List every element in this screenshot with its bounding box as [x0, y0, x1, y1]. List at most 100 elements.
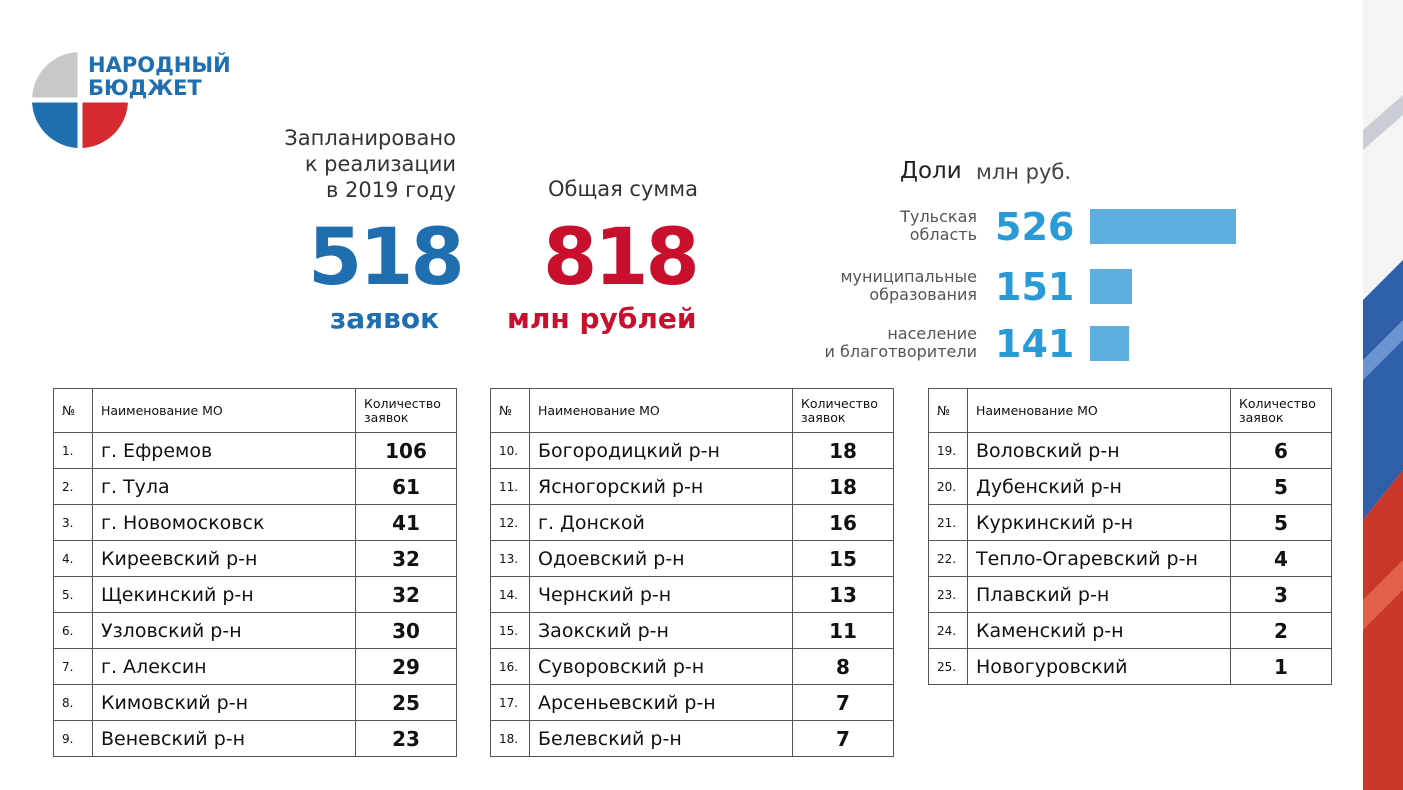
row: 20. Дубенский р-н 5 — [928, 468, 1332, 505]
cell: Одоевский р-н — [529, 540, 793, 577]
header-cell: Количество заявок — [355, 388, 457, 433]
cell: Киреевский р-н — [92, 540, 356, 577]
cell: 16 — [792, 504, 894, 541]
row: 16. Суворовский р-н 8 — [490, 648, 894, 685]
flag-decor — [1363, 0, 1403, 790]
cell: 5 — [1230, 468, 1332, 505]
header-cell: № — [928, 388, 968, 433]
cell: 15 — [792, 540, 894, 577]
cell: 61 — [355, 468, 457, 505]
header-row: № Наименование МО Количество заявок — [53, 388, 457, 433]
cell: 11 — [792, 612, 894, 649]
header-cell: Количество заявок — [792, 388, 894, 433]
planned-unit: заявок — [330, 302, 440, 335]
cell: 21. — [928, 504, 968, 541]
cell: Суворовский р-н — [529, 648, 793, 685]
row: 3. г. Новомосковск 41 — [53, 504, 457, 541]
cell: 13 — [792, 576, 894, 613]
cell: Заокский р-н — [529, 612, 793, 649]
cell: 2 — [1230, 612, 1332, 649]
header-row: № Наименование МО Количество заявок — [490, 388, 894, 433]
cell: 20. — [928, 468, 968, 505]
cell: 7 — [792, 684, 894, 721]
cell: 24. — [928, 612, 968, 649]
cell: 4 — [1230, 540, 1332, 577]
cell: Воловский р-н — [967, 432, 1231, 469]
cell: 7 — [792, 720, 894, 757]
cell: 106 — [355, 432, 457, 469]
cell: Веневский р-н — [92, 720, 356, 757]
header-cell: Наименование МО — [529, 388, 793, 433]
cell: 32 — [355, 540, 457, 577]
cell: 18 — [792, 432, 894, 469]
header-cell: Наименование МО — [92, 388, 356, 433]
label-line: к реализации — [304, 152, 456, 176]
share-label: население и благотворители — [807, 325, 977, 361]
cell: 18. — [490, 720, 530, 757]
row: 19. Воловский р-н 6 — [928, 432, 1332, 469]
row: 10. Богородицкий р-н 18 — [490, 432, 894, 469]
cell: Арсеньевский р-н — [529, 684, 793, 721]
cell: г. Донской — [529, 504, 793, 541]
cell: 25. — [928, 648, 968, 685]
cell: 16. — [490, 648, 530, 685]
row: 13. Одоевский р-н 15 — [490, 540, 894, 577]
row: 23. Плавский р-н 3 — [928, 576, 1332, 613]
cell: 18 — [792, 468, 894, 505]
row: 17. Арсеньевский р-н 7 — [490, 684, 894, 721]
cell: 8 — [792, 648, 894, 685]
cell: Дубенский р-н — [967, 468, 1231, 505]
row: 9. Веневский р-н 23 — [53, 720, 457, 757]
cell: 32 — [355, 576, 457, 613]
planned-label: Запланировано к реализации в 2019 году — [284, 125, 456, 203]
cell: 23 — [355, 720, 457, 757]
cell: 10. — [490, 432, 530, 469]
row: 2. г. Тула 61 — [53, 468, 457, 505]
cell: г. Новомосковск — [92, 504, 356, 541]
cell: 15. — [490, 612, 530, 649]
row: 11. Ясногорский р-н 18 — [490, 468, 894, 505]
cell: Новогуровский — [967, 648, 1231, 685]
label-line: и благотворители — [824, 342, 977, 361]
row: 8. Кимовский р-н 25 — [53, 684, 457, 721]
cell: 14. — [490, 576, 530, 613]
cell: Щекинский р-н — [92, 576, 356, 613]
cell: 1. — [53, 432, 93, 469]
row: 22. Тепло-Огаревский р-н 4 — [928, 540, 1332, 577]
share-label: Тульская область — [807, 208, 977, 244]
header-row: № Наименование МО Количество заявок — [928, 388, 1332, 433]
share-value: 141 — [995, 322, 1075, 366]
cell: 25 — [355, 684, 457, 721]
row: 6. Узловский р-н 30 — [53, 612, 457, 649]
row: 25. Новогуровский 1 — [928, 648, 1332, 685]
share-bar — [1090, 269, 1132, 304]
share-value: 526 — [995, 205, 1075, 249]
row: 24. Каменский р-н 2 — [928, 612, 1332, 649]
cell: Куркинский р-н — [967, 504, 1231, 541]
cell: Узловский р-н — [92, 612, 356, 649]
share-bar — [1090, 209, 1237, 244]
cell: 11. — [490, 468, 530, 505]
cell: Плавский р-н — [967, 576, 1231, 613]
label-line: население — [887, 324, 977, 343]
cell: Ясногорский р-н — [529, 468, 793, 505]
logo-line: НАРОДНЫЙ — [88, 53, 231, 77]
header-cell: № — [53, 388, 93, 433]
cell: 3. — [53, 504, 93, 541]
shares-title: Доли — [900, 158, 962, 184]
cell: г. Тула — [92, 468, 356, 505]
logo-text: НАРОДНЫЙ БЮДЖЕТ — [88, 54, 231, 100]
cell: 1 — [1230, 648, 1332, 685]
cell: 6 — [1230, 432, 1332, 469]
table: № Наименование МО Количество заявок 19. Воло… — [928, 388, 1332, 685]
cell: 8. — [53, 684, 93, 721]
cell: 17. — [490, 684, 530, 721]
row: 1. г. Ефремов 106 — [53, 432, 457, 469]
cell: 6. — [53, 612, 93, 649]
cell: 13. — [490, 540, 530, 577]
cell: Кимовский р-н — [92, 684, 356, 721]
label-line: в 2019 году — [326, 178, 456, 202]
cell: 2. — [53, 468, 93, 505]
cell: 3 — [1230, 576, 1332, 613]
label-line: муниципальные — [840, 267, 977, 286]
